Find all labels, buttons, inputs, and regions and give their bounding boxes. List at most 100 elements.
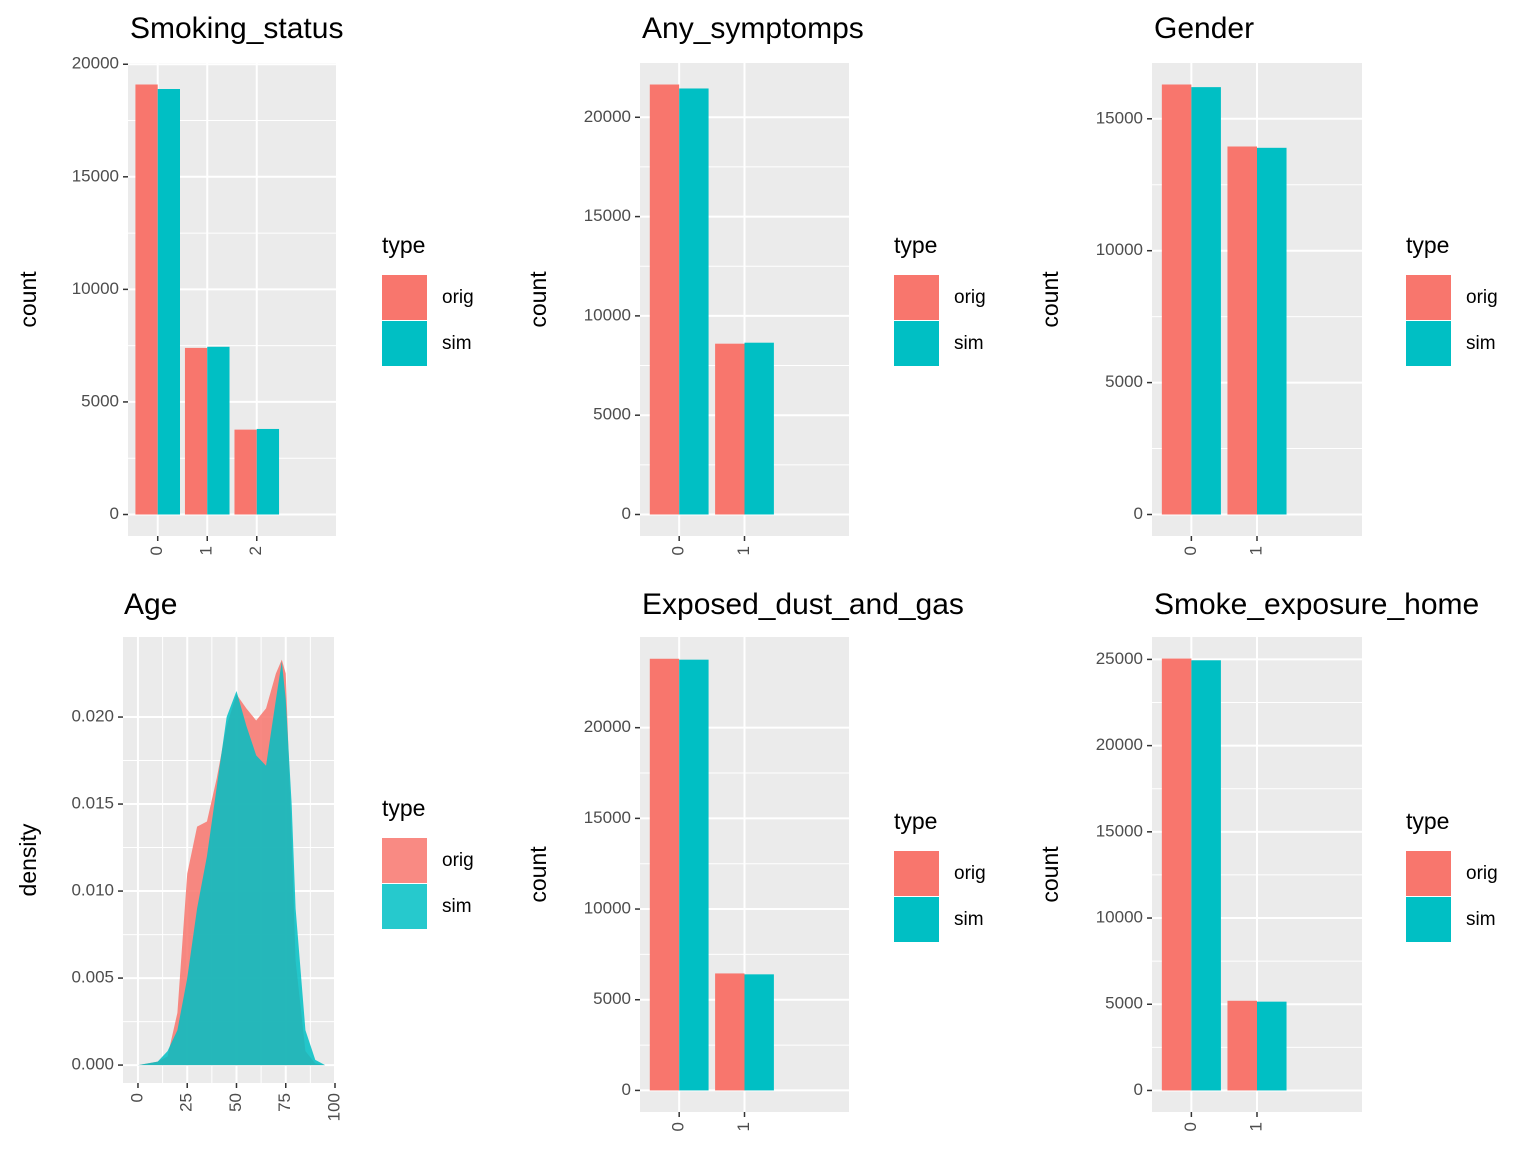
bar xyxy=(715,973,745,1091)
bar xyxy=(1191,660,1221,1091)
y-tick-label: 15000 xyxy=(1096,108,1143,127)
legend-title: type xyxy=(894,232,937,258)
bar xyxy=(1227,146,1257,515)
x-tick-label: 25 xyxy=(177,1093,196,1112)
legend-key xyxy=(894,851,939,896)
legend-title: type xyxy=(1406,232,1449,258)
y-tick-label: 15000 xyxy=(72,166,119,185)
bar xyxy=(256,428,280,515)
y-axis-label: count xyxy=(1037,846,1063,903)
bar xyxy=(1257,147,1287,515)
bar xyxy=(679,659,709,1091)
legend-label: sim xyxy=(442,896,472,917)
legend-label: orig xyxy=(954,287,986,308)
bar xyxy=(234,429,257,515)
x-tick-label: 0 xyxy=(1181,1122,1200,1131)
legend-label: orig xyxy=(442,850,474,871)
legend-label: sim xyxy=(1466,909,1496,930)
bar xyxy=(207,346,230,515)
bar xyxy=(744,974,774,1091)
bar xyxy=(1191,87,1221,515)
y-tick-label: 0.010 xyxy=(71,881,114,900)
legend-key xyxy=(894,275,939,320)
bar xyxy=(184,347,208,515)
x-tick-label: 1 xyxy=(1246,1122,1265,1131)
legend-key xyxy=(1406,851,1451,896)
y-tick-label: 15000 xyxy=(584,206,631,225)
panel-title: Any_symptomps xyxy=(642,12,864,45)
bar xyxy=(649,84,680,515)
bar xyxy=(1227,1000,1257,1091)
x-tick-label: 50 xyxy=(226,1093,245,1112)
x-tick-label: 2 xyxy=(246,546,265,555)
y-tick-label: 5000 xyxy=(1105,994,1143,1013)
panel-title: Age xyxy=(124,588,177,621)
bar xyxy=(649,658,680,1091)
y-axis-label: count xyxy=(1037,271,1063,328)
bar xyxy=(715,343,745,515)
y-axis-label: count xyxy=(525,846,551,903)
panel-title: Smoking_status xyxy=(130,12,343,45)
y-tick-label: 5000 xyxy=(593,989,631,1008)
y-tick-label: 5000 xyxy=(1105,372,1143,391)
x-tick-label: 0 xyxy=(1181,546,1200,555)
y-tick-label: 10000 xyxy=(72,279,119,298)
legend-key xyxy=(382,321,427,366)
y-tick-label: 0.005 xyxy=(71,968,114,987)
x-tick-label: 100 xyxy=(324,1093,343,1121)
legend-key xyxy=(382,275,427,320)
y-tick-label: 0 xyxy=(622,504,631,523)
legend-label: orig xyxy=(1466,863,1498,884)
x-tick-label: 0 xyxy=(147,546,166,555)
y-tick-label: 20000 xyxy=(584,107,631,126)
legend-title: type xyxy=(382,795,425,821)
density-area xyxy=(137,661,326,1066)
legend-key xyxy=(894,321,939,366)
legend-label: orig xyxy=(442,287,474,308)
x-tick-label: 0 xyxy=(669,546,688,555)
legend-label: sim xyxy=(1466,333,1496,354)
y-tick-label: 20000 xyxy=(584,717,631,736)
x-tick-label: 1 xyxy=(734,546,753,555)
bar xyxy=(744,342,774,515)
bar xyxy=(135,84,158,515)
y-tick-label: 10000 xyxy=(1096,908,1143,927)
legend-label: orig xyxy=(954,863,986,884)
panel: Age density 0.000 0.005 0.010 0.015 0.020 0 25 50… xyxy=(15,588,474,1121)
bar xyxy=(157,89,180,515)
x-tick-label: 75 xyxy=(275,1093,294,1112)
legend-key xyxy=(894,897,939,942)
y-tick-label: 5000 xyxy=(593,405,631,424)
legend-title: type xyxy=(1406,808,1449,834)
legend-key xyxy=(1406,275,1451,320)
y-tick-label: 0 xyxy=(1134,504,1143,523)
panel: Gender count 0 5000 10000 15000 0 1 type orig sim xyxy=(1037,12,1498,556)
legend-title: type xyxy=(894,808,937,834)
legend-key xyxy=(1406,897,1451,942)
legend-label: orig xyxy=(1466,287,1498,308)
y-tick-label: 15000 xyxy=(584,808,631,827)
y-tick-label: 0.015 xyxy=(71,794,114,813)
panel-title: Gender xyxy=(1154,12,1254,45)
y-tick-label: 0.000 xyxy=(71,1055,114,1074)
panel-title: Exposed_dust_and_gas xyxy=(642,588,964,621)
legend-key xyxy=(382,838,427,883)
y-tick-label: 0 xyxy=(1134,1080,1143,1099)
bar xyxy=(679,88,709,515)
bar xyxy=(1161,84,1192,515)
y-tick-label: 25000 xyxy=(1096,649,1143,668)
y-tick-label: 0 xyxy=(110,504,119,523)
x-tick-label: 0 xyxy=(127,1093,146,1102)
y-tick-label: 0.020 xyxy=(71,707,114,726)
y-tick-label: 0 xyxy=(622,1080,631,1099)
bar xyxy=(1161,658,1192,1091)
y-tick-label: 5000 xyxy=(81,391,119,410)
y-tick-label: 10000 xyxy=(584,899,631,918)
x-tick-label: 1 xyxy=(1246,546,1265,555)
y-tick-label: 10000 xyxy=(584,305,631,324)
